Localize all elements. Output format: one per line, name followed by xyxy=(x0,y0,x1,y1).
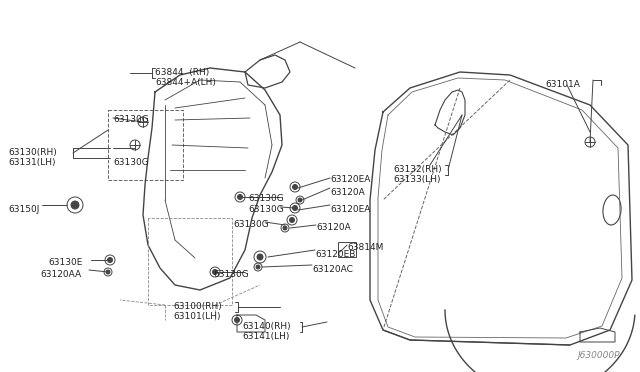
Text: 63814M: 63814M xyxy=(347,243,383,252)
Text: 63130G: 63130G xyxy=(248,194,284,203)
Text: 63101A: 63101A xyxy=(545,80,580,89)
Circle shape xyxy=(292,185,298,189)
Circle shape xyxy=(106,270,110,274)
Text: 63130G: 63130G xyxy=(233,220,269,229)
Text: 63844  (RH): 63844 (RH) xyxy=(155,68,209,77)
Text: 63101(LH): 63101(LH) xyxy=(173,312,221,321)
Circle shape xyxy=(234,317,239,323)
Text: 63120A: 63120A xyxy=(330,188,365,197)
Text: 63131(LH): 63131(LH) xyxy=(8,158,56,167)
Text: 63120AA: 63120AA xyxy=(40,270,81,279)
Text: 63130G: 63130G xyxy=(248,205,284,214)
Text: 63130G: 63130G xyxy=(213,270,249,279)
Text: 63130G: 63130G xyxy=(113,115,148,124)
Text: 63130(RH): 63130(RH) xyxy=(8,148,57,157)
Circle shape xyxy=(212,269,218,275)
Circle shape xyxy=(71,201,79,209)
Circle shape xyxy=(256,265,260,269)
Circle shape xyxy=(108,257,113,263)
Text: 63141(LH): 63141(LH) xyxy=(242,332,289,341)
Text: 63130E: 63130E xyxy=(48,258,83,267)
Circle shape xyxy=(257,254,263,260)
Circle shape xyxy=(237,195,243,199)
Bar xyxy=(338,242,356,257)
Text: 63132(RH): 63132(RH) xyxy=(393,165,442,174)
Text: 63120EB: 63120EB xyxy=(315,250,355,259)
Text: 63140(RH): 63140(RH) xyxy=(242,322,291,331)
Text: 63100(RH): 63100(RH) xyxy=(173,302,221,311)
Text: J630000P: J630000P xyxy=(577,351,620,360)
Text: 63844+A(LH): 63844+A(LH) xyxy=(155,78,216,87)
Text: 63130G: 63130G xyxy=(113,158,148,167)
Circle shape xyxy=(289,218,294,222)
Circle shape xyxy=(298,198,302,202)
Text: 63120EA: 63120EA xyxy=(330,175,371,184)
Text: 63120A: 63120A xyxy=(316,223,351,232)
Circle shape xyxy=(292,205,298,211)
Bar xyxy=(108,110,183,180)
Circle shape xyxy=(283,226,287,230)
Text: 63120EA: 63120EA xyxy=(330,205,371,214)
Text: 63150J: 63150J xyxy=(8,205,40,214)
Text: 63120AC: 63120AC xyxy=(312,265,353,274)
Text: 63133(LH): 63133(LH) xyxy=(393,175,440,184)
